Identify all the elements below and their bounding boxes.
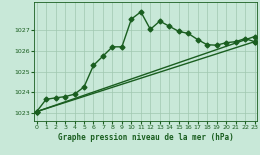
X-axis label: Graphe pression niveau de la mer (hPa): Graphe pression niveau de la mer (hPa) [58,133,233,142]
